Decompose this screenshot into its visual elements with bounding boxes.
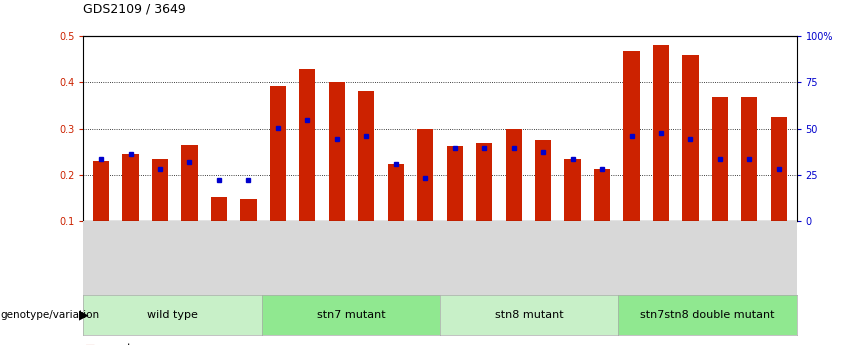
Text: ▶: ▶ (79, 308, 89, 321)
Text: genotype/variation: genotype/variation (1, 310, 100, 320)
Bar (711, 97, 728, 221)
Bar (300, 69, 316, 221)
Bar (93, 161, 109, 221)
Text: stn7stn8 double mutant: stn7stn8 double mutant (640, 310, 774, 320)
Text: wild type: wild type (147, 310, 198, 320)
Bar (564, 159, 580, 221)
Text: count: count (100, 344, 132, 345)
Bar (123, 154, 139, 221)
Bar (653, 45, 669, 221)
Bar (388, 164, 404, 221)
Bar (152, 159, 168, 221)
Bar (358, 91, 374, 221)
Bar (505, 128, 522, 221)
Bar (211, 197, 227, 221)
Bar (476, 143, 492, 221)
Bar (741, 97, 757, 221)
Bar (181, 145, 197, 221)
Bar (624, 51, 640, 221)
Text: stn8 mutant: stn8 mutant (494, 310, 563, 320)
Bar (683, 55, 699, 221)
Bar (328, 82, 345, 221)
Bar (270, 86, 286, 221)
Bar (535, 140, 551, 221)
Bar (417, 128, 433, 221)
Bar (447, 146, 463, 221)
Bar (594, 169, 610, 221)
Text: ■: ■ (85, 344, 95, 345)
Text: GDS2109 / 3649: GDS2109 / 3649 (83, 2, 186, 16)
Text: stn7 mutant: stn7 mutant (317, 310, 386, 320)
Bar (771, 117, 787, 221)
Bar (240, 199, 256, 221)
